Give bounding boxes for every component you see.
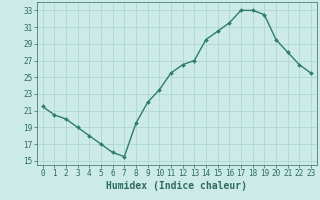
X-axis label: Humidex (Indice chaleur): Humidex (Indice chaleur) <box>106 181 247 191</box>
